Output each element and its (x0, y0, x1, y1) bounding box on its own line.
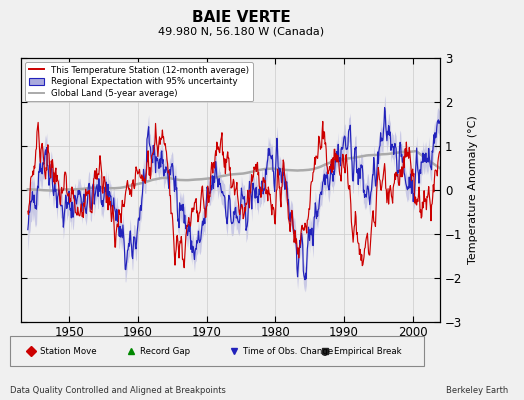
Text: Record Gap: Record Gap (139, 346, 190, 356)
Text: Data Quality Controlled and Aligned at Breakpoints: Data Quality Controlled and Aligned at B… (10, 386, 226, 395)
Text: Time of Obs. Change: Time of Obs. Change (243, 346, 333, 356)
Text: BAIE VERTE: BAIE VERTE (192, 10, 290, 25)
Text: Station Move: Station Move (40, 346, 97, 356)
Text: 49.980 N, 56.180 W (Canada): 49.980 N, 56.180 W (Canada) (158, 26, 324, 36)
Y-axis label: Temperature Anomaly (°C): Temperature Anomaly (°C) (468, 116, 478, 264)
Text: Berkeley Earth: Berkeley Earth (446, 386, 508, 395)
Text: Empirical Break: Empirical Break (334, 346, 402, 356)
Legend: This Temperature Station (12-month average), Regional Expectation with 95% uncer: This Temperature Station (12-month avera… (25, 62, 253, 101)
